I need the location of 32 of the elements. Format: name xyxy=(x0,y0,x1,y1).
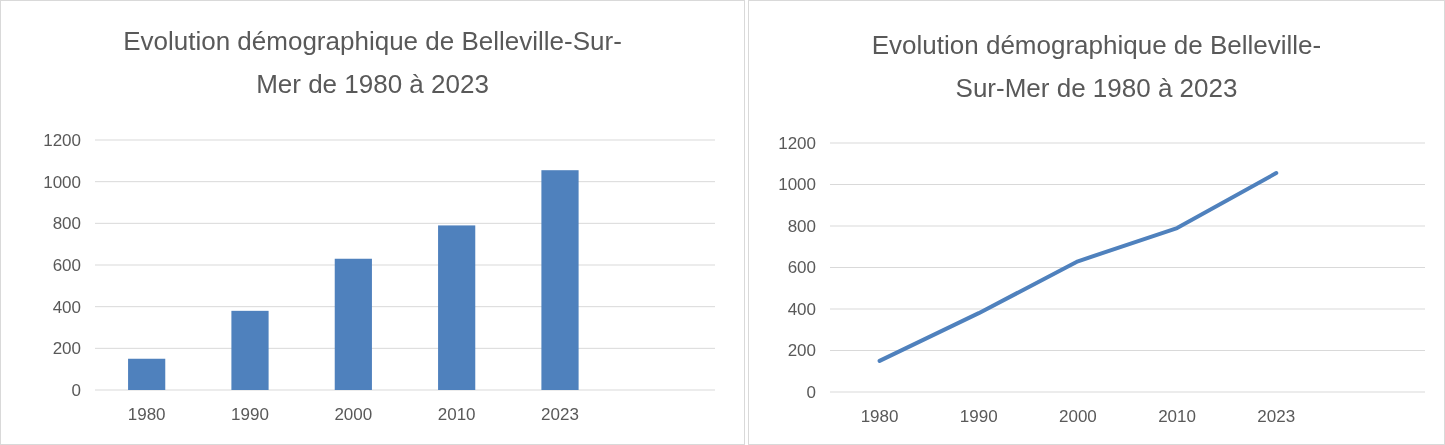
x-tick-label: 2010 xyxy=(1158,407,1196,426)
x-tick-label: 1980 xyxy=(860,407,899,426)
x-tick-label: 1990 xyxy=(231,405,269,424)
line-series xyxy=(877,171,1279,363)
bar xyxy=(334,258,372,390)
y-tick-label: 0 xyxy=(806,382,816,402)
x-tick-label: 1980 xyxy=(127,405,166,424)
y-tick-label: 600 xyxy=(787,258,816,278)
bar xyxy=(231,310,269,390)
bar xyxy=(438,225,476,390)
y-tick-label: 800 xyxy=(787,216,816,236)
x-tick-label: 2023 xyxy=(541,405,579,424)
y-tick-label: 1200 xyxy=(778,133,816,153)
y-tick-label: 1000 xyxy=(43,172,81,192)
x-tick-label: 2000 xyxy=(334,405,373,424)
x-tick-label: 2000 xyxy=(1059,407,1097,426)
y-tick-label: 400 xyxy=(52,297,81,317)
y-tick-label: 1000 xyxy=(778,175,816,195)
bar xyxy=(541,170,579,390)
bar xyxy=(128,358,166,390)
y-tick-label: 800 xyxy=(52,214,81,234)
y-tick-label: 0 xyxy=(71,380,81,400)
chart-title: Evolution démographique de Belleville-Sur-Mer de 1980 à 2023 xyxy=(123,26,622,100)
x-tick-label: 2023 xyxy=(1257,407,1296,426)
x-tick-label: 1990 xyxy=(959,407,998,426)
chart-title: Evolution démographique de Belleville-Sur-Mer de 1980 à 2023 xyxy=(871,30,1322,104)
y-tick-label: 600 xyxy=(52,255,81,275)
y-tick-label: 400 xyxy=(787,299,816,319)
y-tick-label: 200 xyxy=(787,341,816,361)
y-tick-label: 1200 xyxy=(43,130,81,150)
y-tick-label: 200 xyxy=(52,339,81,359)
x-tick-label: 2010 xyxy=(437,405,476,424)
